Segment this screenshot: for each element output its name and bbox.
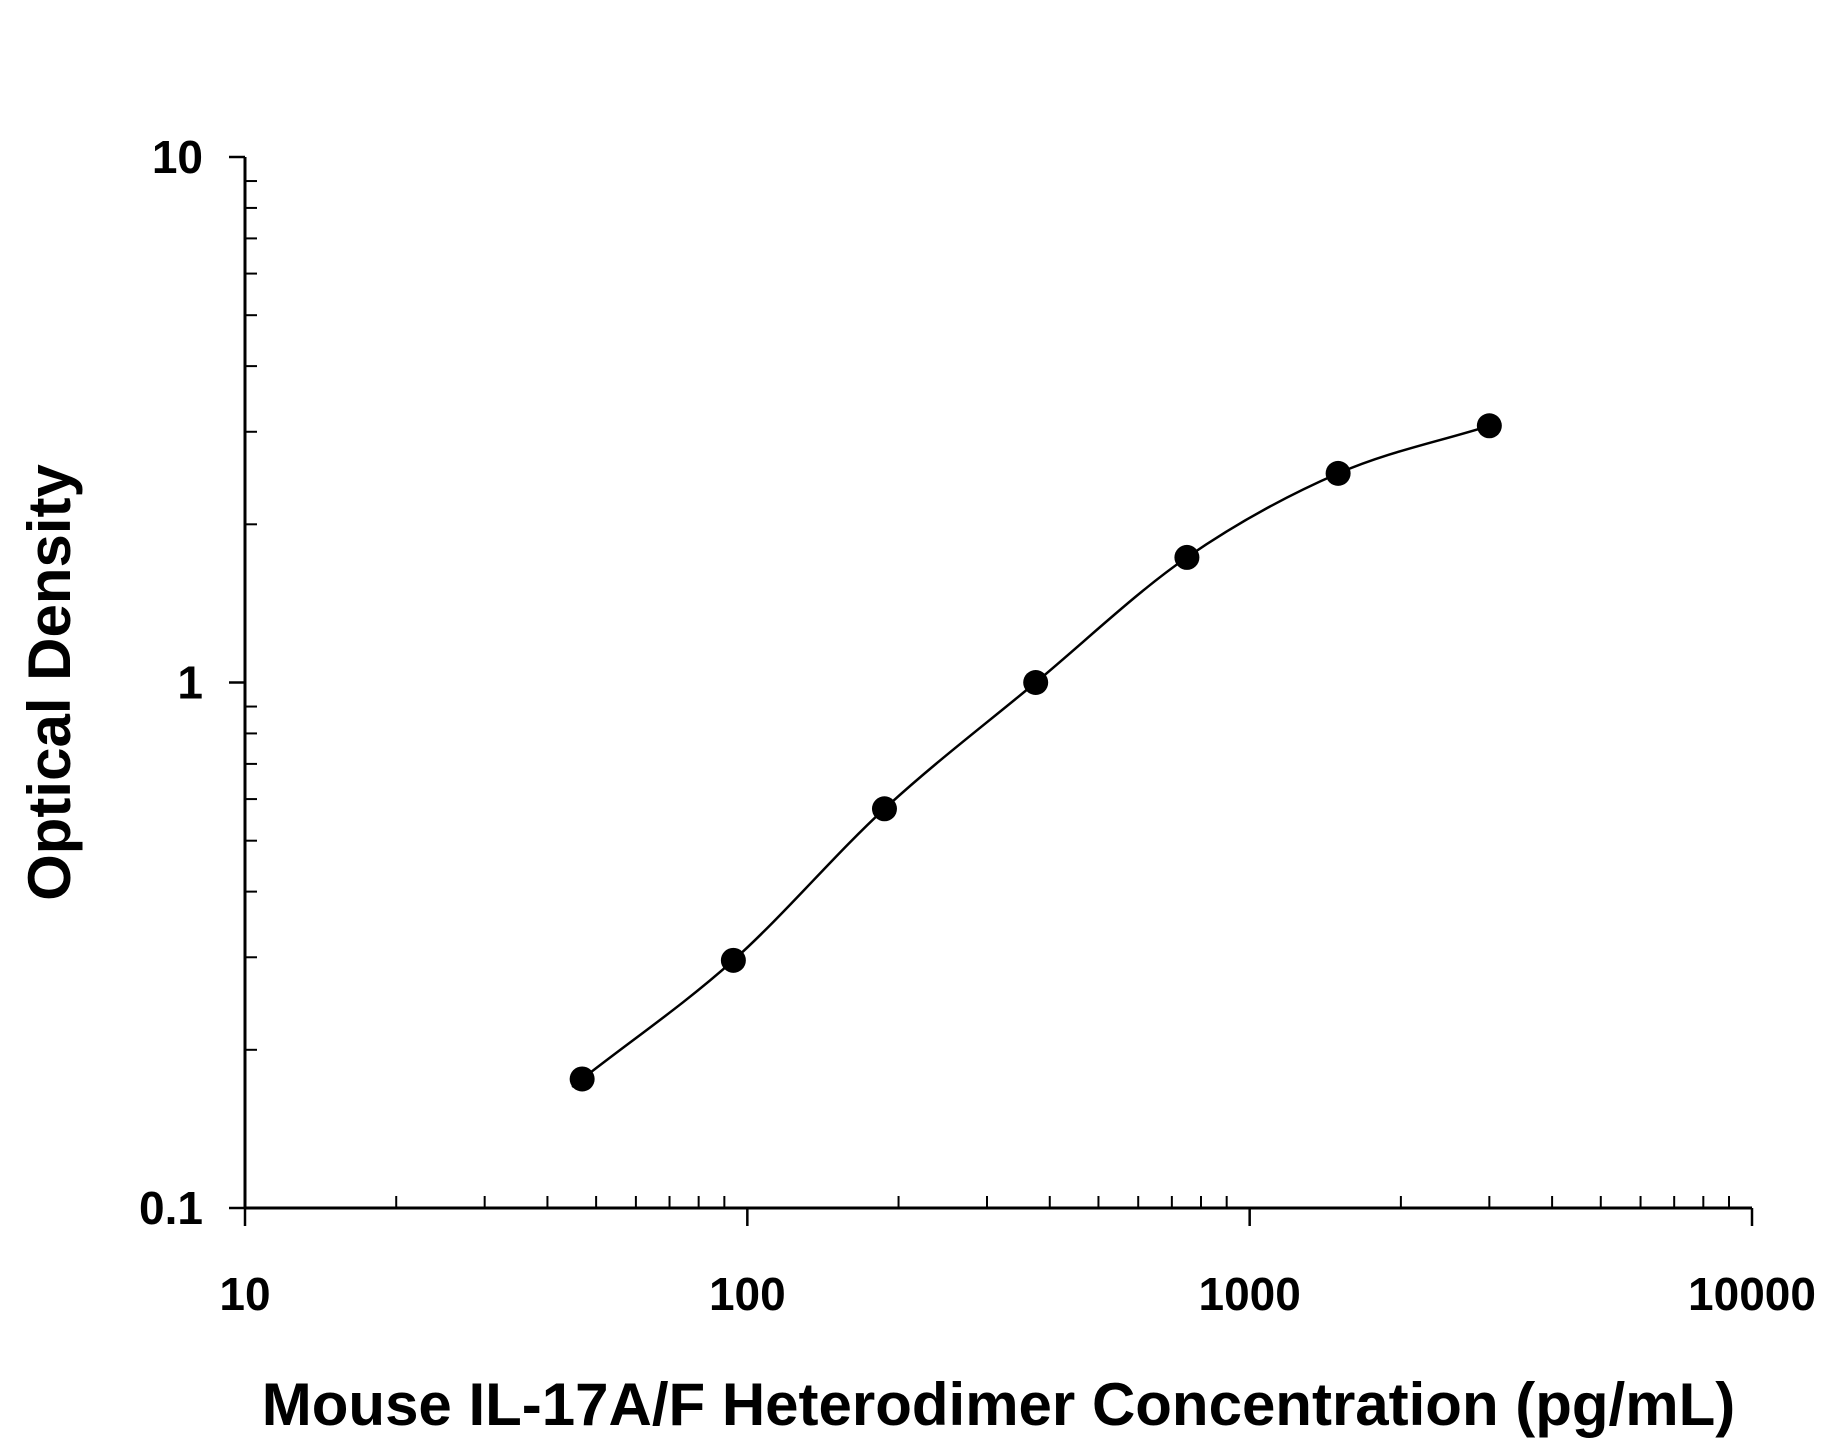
y-tick-label-0.1: 0.1 [139,1182,203,1234]
x-tick-label-1000: 1000 [1198,1268,1300,1320]
x-axis-label: Mouse IL-17A/F Heterodimer Concentration… [262,1371,1735,1438]
data-points [569,413,1502,1092]
data-point [569,1066,595,1092]
x-tick-label-100: 100 [709,1268,786,1320]
minor-ticks [245,180,1731,1208]
x-tick-label-10: 10 [219,1268,270,1320]
x-tick-label-10000: 10000 [1688,1268,1816,1320]
data-point [871,796,897,822]
data-point [1174,544,1200,570]
data-point [1325,460,1351,486]
y-tick-label-10: 10 [152,131,203,183]
data-point [1023,670,1049,695]
y-tick-label-1: 1 [177,657,203,709]
y-axis-label: Optical Density [16,463,83,900]
fit-curve [571,424,1490,1088]
major-ticks [229,155,1754,1226]
data-point [720,947,746,973]
data-point [1476,413,1502,439]
